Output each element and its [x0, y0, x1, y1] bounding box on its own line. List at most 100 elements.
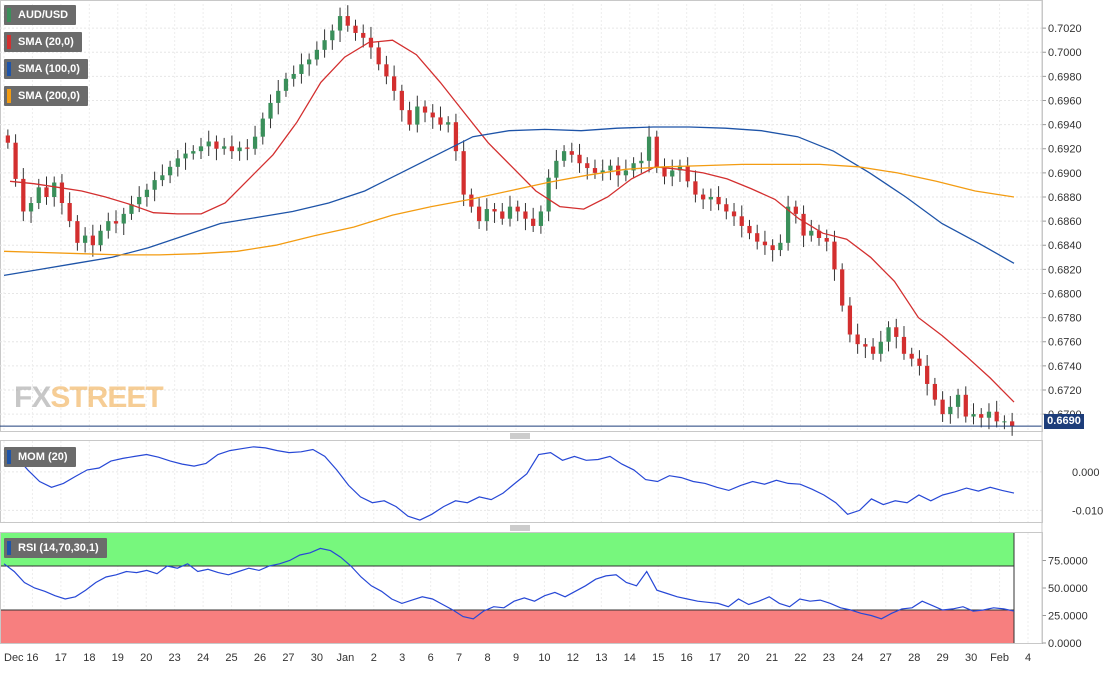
candle-body	[901, 336, 907, 354]
price-y-tick-label: 0.6780	[1048, 313, 1082, 325]
candle-body	[330, 30, 335, 41]
candle-body	[832, 241, 837, 270]
x-tick-label: 17	[709, 652, 721, 664]
candle-body	[685, 165, 690, 182]
x-tick-label: Feb	[990, 652, 1009, 664]
candle-body	[399, 90, 404, 111]
candle-body	[801, 213, 806, 236]
candle-body	[113, 221, 119, 224]
x-tick-label: 29	[937, 652, 949, 664]
candle-body	[283, 78, 289, 91]
price-y-tick-label: 0.6740	[1048, 361, 1082, 373]
x-tick-label: 24	[197, 652, 209, 664]
candle-body	[337, 16, 343, 31]
x-tick-label: 6	[428, 652, 434, 664]
price-y-tick-label: 0.6860	[1048, 216, 1082, 228]
legend-momentum[interactable]: MOM (20)	[4, 447, 76, 467]
candle-body	[662, 166, 667, 177]
candle-body	[314, 49, 319, 60]
candle-body	[917, 358, 922, 366]
candle-body	[1010, 421, 1015, 427]
candle-body	[90, 235, 95, 246]
candle-body	[731, 211, 737, 217]
rsi-y-tick-label: 75.0000	[1048, 556, 1088, 568]
x-tick-label: 23	[169, 652, 181, 664]
rsi-line	[3, 547, 1015, 620]
line-sma-200-0	[3, 163, 1015, 256]
candle-body	[276, 90, 281, 103]
candle-body	[137, 196, 142, 205]
candle-body	[206, 141, 211, 147]
price-y-tick-label: 0.6880	[1048, 192, 1082, 204]
price-y-tick-label: 0.6800	[1048, 288, 1082, 300]
candle-body	[36, 187, 41, 204]
candle-body	[160, 175, 165, 181]
candle-body	[67, 203, 72, 222]
candle-body	[739, 216, 744, 226]
candle-body	[716, 196, 721, 205]
candle-body	[785, 206, 791, 243]
x-tick-label: 30	[311, 652, 323, 664]
candle-body	[376, 47, 381, 65]
x-tick-label: 14	[624, 652, 636, 664]
candle-body	[28, 203, 34, 212]
momentum-resize-handle[interactable]	[510, 525, 530, 531]
candle-body	[840, 269, 845, 306]
legend-label-rsi: RSI (14,70,30,1)	[18, 542, 99, 554]
candle-body	[855, 334, 860, 345]
candle-body	[75, 221, 80, 243]
candle-body	[446, 122, 451, 125]
candle-body	[121, 213, 126, 224]
candle-body	[5, 135, 10, 143]
candle-body	[183, 153, 188, 159]
legend-swatch-sma20	[7, 35, 11, 49]
candle-body	[809, 230, 814, 236]
legend-label-momentum: MOM (20)	[18, 451, 68, 463]
legend-sma100[interactable]: SMA (100,0)	[4, 59, 88, 79]
candlestick-series	[5, 5, 1015, 436]
last-price-label: 0.6690	[1044, 414, 1084, 429]
legend-sma200[interactable]: SMA (200,0)	[4, 86, 88, 106]
candle-body	[430, 112, 435, 118]
candle-body	[778, 242, 783, 251]
x-tick-label: 22	[794, 652, 806, 664]
legend-rsi[interactable]: RSI (14,70,30,1)	[4, 538, 107, 558]
legend-symbol[interactable]: AUD/USD	[4, 5, 77, 25]
x-tick-label: Jan	[336, 652, 354, 664]
momentum-y-tick-label: 0.000	[1072, 467, 1100, 479]
x-tick-label: 7	[456, 652, 462, 664]
candle-body	[469, 194, 474, 207]
price-resize-handle[interactable]	[510, 433, 530, 439]
candle-body	[747, 225, 752, 234]
candle-body	[523, 211, 528, 219]
candle-body	[940, 399, 945, 415]
x-tick-label: Dec	[4, 652, 24, 664]
candle-body	[500, 211, 505, 219]
x-tick-label: 20	[140, 652, 152, 664]
candle-body	[98, 230, 103, 246]
candle-body	[44, 187, 49, 197]
x-tick-label: 15	[652, 652, 664, 664]
candle-body	[561, 151, 567, 161]
candle-body	[129, 204, 134, 214]
candle-body	[701, 194, 706, 200]
candle-body	[863, 344, 868, 347]
candle-body	[260, 118, 265, 137]
candle-body	[222, 146, 227, 149]
candle-body	[106, 221, 111, 231]
candle-body	[724, 204, 729, 212]
price-y-tick-label: 0.7020	[1048, 23, 1082, 35]
momentum-y-tick-label: -0.010	[1072, 505, 1103, 517]
legend-sma20[interactable]: SMA (20,0)	[4, 32, 82, 52]
candle-body	[546, 177, 551, 212]
x-tick-label: 28	[908, 652, 920, 664]
candle-body	[894, 327, 899, 337]
legend-label-sma20: SMA (20,0)	[18, 36, 74, 48]
candle-body	[639, 160, 644, 164]
x-tick-label: 10	[538, 652, 550, 664]
legend-label-symbol: AUD/USD	[18, 9, 69, 21]
candle-body	[585, 163, 590, 169]
candle-body	[191, 151, 196, 154]
candle-body	[461, 151, 466, 195]
candle-body	[878, 341, 883, 354]
